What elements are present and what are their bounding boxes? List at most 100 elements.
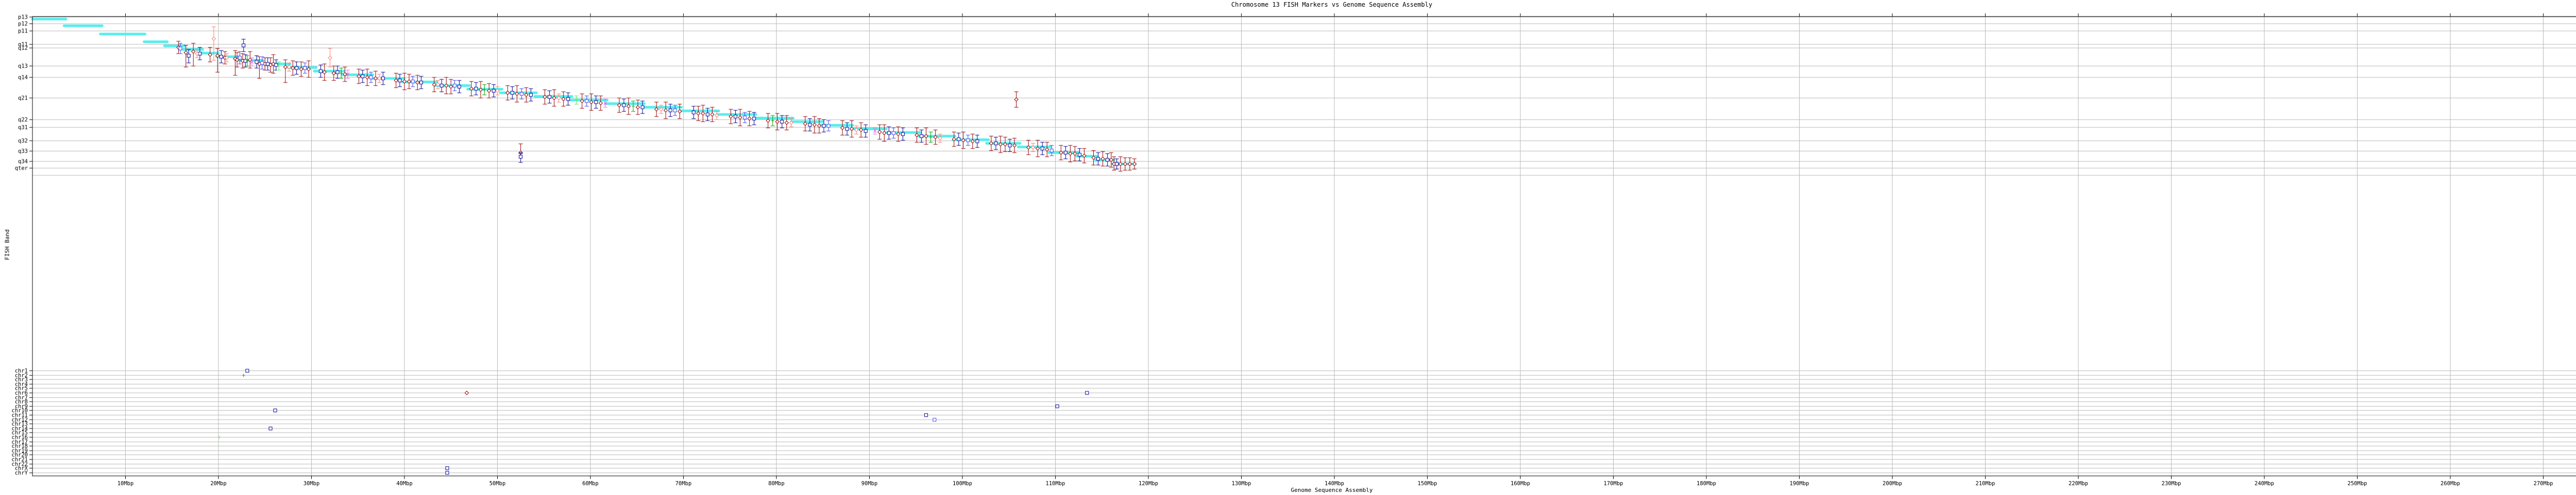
- series-csmc: [195, 26, 1036, 152]
- marker-sc: [1132, 161, 1137, 167]
- marker-sc: [373, 76, 378, 81]
- marker-csmc: [286, 64, 292, 70]
- marker-fhcrc: [419, 80, 423, 85]
- marker-csmc: [658, 107, 664, 112]
- marker-fhcrc: [1106, 158, 1110, 162]
- marker-fhcrc: [439, 84, 444, 88]
- marker-sc: [444, 83, 449, 88]
- marker-sc: [747, 116, 752, 121]
- marker-csmc: [854, 127, 859, 133]
- y-tick-label: qter: [15, 166, 28, 172]
- scatter-points: [176, 26, 1137, 172]
- marker-sc: [933, 135, 938, 140]
- y-tick-label: chr4: [15, 382, 28, 388]
- x-tick-label: 260Mbp: [2441, 481, 2460, 487]
- marker-fhcrc: [457, 85, 461, 89]
- y-tick-label: chr3: [15, 377, 28, 383]
- marker-sc: [357, 74, 361, 79]
- marker-sc: [840, 125, 845, 130]
- marker-fhcrc-chr14: [268, 426, 273, 431]
- x-tick-label: 100Mbp: [953, 481, 972, 487]
- marker-sc: [306, 67, 311, 72]
- marker-sc: [663, 108, 668, 113]
- marker-csmc: [1030, 145, 1036, 150]
- marker-sc: [882, 130, 887, 136]
- marker-fhcrc: [668, 108, 672, 112]
- x-tick-label: 240Mbp: [2255, 481, 2274, 487]
- x-tick-label: 270Mbp: [2534, 481, 2553, 487]
- marker-sc: [291, 65, 295, 71]
- marker-nci: [178, 46, 182, 51]
- marker-fhcrc: [887, 131, 891, 135]
- y-tick-label: chrX: [15, 466, 28, 472]
- marker-fhcrc: [1096, 157, 1100, 161]
- y-tick-label: q33: [18, 148, 28, 155]
- x-tick-label: 10Mbp: [117, 481, 134, 487]
- marker-sc: [1068, 151, 1073, 156]
- marker-sc: [1100, 156, 1105, 161]
- marker-sc: [701, 111, 705, 116]
- marker-sc: [215, 53, 220, 58]
- marker-sc: [469, 86, 474, 91]
- marker-fhcrc: [752, 117, 756, 121]
- marker-fhcrc: [361, 74, 365, 78]
- marker-sc: [1073, 151, 1077, 156]
- marker-sc: [766, 118, 770, 123]
- marker-fhcrc: [295, 66, 299, 70]
- marker-sc: [1003, 142, 1008, 147]
- marker-sc: [432, 82, 436, 87]
- marker-csmc: [211, 36, 216, 41]
- marker-sc: [191, 49, 196, 54]
- marker-fhcrc: [335, 70, 340, 74]
- marker-sc: [710, 112, 715, 117]
- marker-rpci: [873, 129, 877, 133]
- y-tick-label: chr15: [11, 430, 28, 436]
- y-tick-label: q22: [18, 117, 28, 123]
- x-tick-label: 50Mbp: [489, 481, 506, 487]
- y-tick-label: chr7: [15, 395, 28, 401]
- marker-fhcrc-chr11: [924, 413, 928, 417]
- marker-sc: [283, 64, 288, 70]
- y-tick-label: chr12: [11, 417, 28, 423]
- marker-sc: [598, 101, 603, 106]
- y-tick-label: chr16: [11, 435, 28, 441]
- y-tick-label: chr1: [15, 368, 28, 374]
- marker-sc: [784, 120, 789, 125]
- marker-fhcrc: [901, 132, 905, 136]
- x-tick-label: 120Mbp: [1139, 481, 1158, 487]
- marker-fhcrc: [255, 60, 259, 64]
- marker-nci: [519, 92, 523, 96]
- y-tick-label: chr19: [11, 448, 28, 454]
- y-tick-label: chr18: [11, 443, 28, 450]
- plot-border: [32, 16, 2576, 476]
- marker-fhcrc: [920, 134, 924, 138]
- y-tick-label: chr10: [11, 408, 28, 414]
- marker-sc: [561, 96, 566, 102]
- y-tick-label: q34: [18, 159, 28, 165]
- marker-fhcrc: [548, 95, 552, 99]
- marker-nci: [673, 108, 677, 112]
- marker-sc: [365, 75, 370, 80]
- x-tick-label: 110Mbp: [1046, 481, 1065, 487]
- marker-sc: [1035, 146, 1040, 151]
- marker-sc: [402, 79, 407, 84]
- x-tick-label: 140Mbp: [1325, 481, 1344, 487]
- marker-fhcrc: [274, 63, 278, 67]
- marker-sc: [1045, 147, 1049, 152]
- marker-sc: [415, 80, 420, 85]
- x-tick-label: 40Mbp: [396, 481, 413, 487]
- marker-fhcrc-chr1: [245, 369, 249, 373]
- marker-nci: [1049, 148, 1054, 153]
- marker-fhcrc: [957, 137, 961, 141]
- series-sc: [176, 41, 1137, 172]
- grid-lines: [32, 16, 2576, 476]
- marker-fhcrc: [994, 141, 998, 145]
- marker-fhcrc: [1063, 151, 1067, 155]
- y-tick-label: chr22: [11, 461, 28, 468]
- marker-fhcrc: [594, 100, 598, 104]
- marker-sc: [449, 84, 453, 89]
- marker-fhcrc: [381, 76, 385, 80]
- y-tick-label: chr8: [15, 399, 28, 405]
- marker-nci: [966, 138, 970, 142]
- marker-fhcrc: [640, 105, 645, 109]
